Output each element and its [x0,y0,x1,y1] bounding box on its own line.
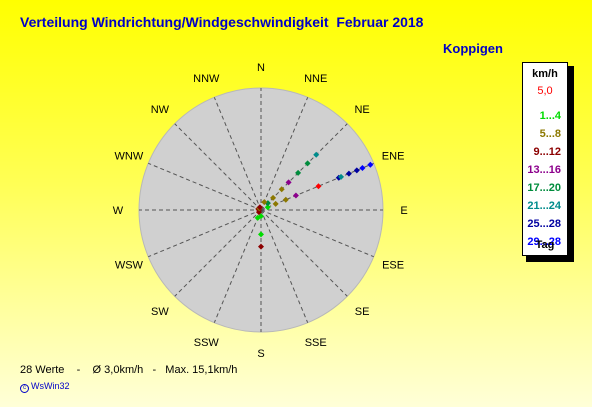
grid-line-sse [260,209,309,323]
station-name: Koppigen [443,41,503,56]
data-point-1-3 [285,179,292,186]
legend-bin-5: 21...24 [527,200,561,212]
grid-line-ne [260,123,348,211]
grid-line-wnw [148,162,262,211]
summary-footer: 28 Werte - Ø 3,0km/h - Max. 15,1km/h [20,364,238,376]
software-name: WsWin32 [31,381,70,391]
data-point-0-7 [345,170,352,177]
grid-line-se [260,209,348,297]
data-point-0-9 [359,164,366,171]
copyright-icon: c [20,384,29,393]
direction-label-w: W [113,205,124,217]
data-point-2-0 [261,199,268,206]
data-point-0-0 [264,204,271,211]
direction-label-ese: ESE [382,260,404,272]
legend-bin-0: 1...4 [539,110,561,122]
direction-label-n: N [257,62,265,74]
direction-label-nw: NW [151,104,170,116]
direction-label-se: SE [355,306,370,318]
direction-label-sw: SW [151,306,169,318]
direction-label-ne: NE [354,104,369,116]
direction-label-ene: ENE [382,150,405,162]
grid-line-nne [260,97,309,211]
data-point-1-6 [313,151,320,158]
direction-label-wnw: WNW [115,150,144,162]
data-point-0-2 [282,196,289,203]
direction-label-e: E [400,205,407,217]
data-point-0-6 [338,173,345,180]
legend-bin-4: 17...20 [527,182,561,194]
direction-label-wsw: WSW [115,260,144,272]
legend-tag: Tag [535,239,555,251]
data-point-0-3 [292,192,299,199]
data-point-0-8 [353,167,360,174]
data-point-3-2 [258,243,264,250]
data-point-9-0 [256,204,263,211]
legend-bin-7: 29...28 [527,236,561,248]
legend: km/h 5,0 1...4 5...8 9...12 13...16 17...20 2… [522,62,568,256]
data-point-0-1 [272,200,279,207]
legend-bin-6: 25...28 [527,218,561,230]
data-point-1-4 [295,169,302,176]
direction-label-nne: NNE [304,73,327,85]
grid-line-ese [260,209,374,258]
data-point-1-1 [270,194,277,201]
direction-label-nnw: NNW [193,73,220,85]
grid-line-sw [174,209,262,297]
grid-line-ssw [213,209,262,323]
grid-line-nnw [213,97,262,211]
grid-line-nw [174,123,262,211]
chart-title: Verteilung Windrichtung/Windgeschwindigk… [20,14,424,30]
data-point-4-0 [254,214,261,221]
legend-max-value: 5,0 [537,85,553,97]
legend-bin-3: 13...16 [527,164,561,176]
data-point-1-2 [278,186,285,193]
legend-bin-2: 9...12 [533,146,561,158]
data-point-0-4 [315,183,322,190]
direction-label-ssw: SSW [194,337,220,349]
grid-line-wsw [148,209,262,258]
direction-label-sse: SSE [305,337,327,349]
data-point-0-10 [367,161,374,168]
legend-unit: km/h [532,68,558,80]
data-point-3-1 [258,231,264,238]
data-point-1-5 [304,160,311,167]
legend-bin-1: 5...8 [539,128,561,140]
direction-label-s: S [257,348,264,360]
software-credit: c WsWin32 [20,381,70,393]
